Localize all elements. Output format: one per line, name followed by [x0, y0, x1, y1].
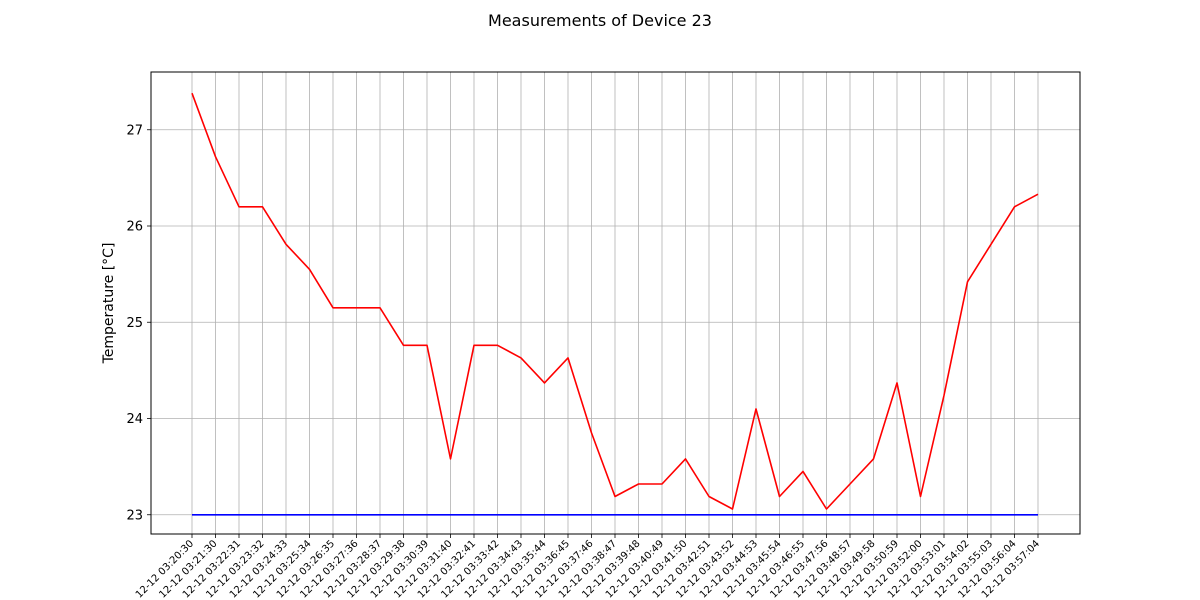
series-line-temperature — [191, 92, 1039, 510]
y-axis-label: Temperature [°C] — [101, 243, 117, 365]
y-tick-label: 24 — [126, 412, 143, 427]
chart-title: Measurements of Device 23 — [488, 11, 712, 30]
y-tick-label: 27 — [126, 123, 143, 138]
y-tick-label: 26 — [126, 220, 143, 235]
grid — [151, 72, 1080, 534]
y-axis: 23 24 25 26 27 — [126, 123, 151, 523]
y-tick-label: 25 — [126, 316, 143, 331]
y-tick-label: 23 — [126, 508, 143, 523]
series-lines — [191, 92, 1039, 516]
plot-frame — [150, 71, 1081, 535]
